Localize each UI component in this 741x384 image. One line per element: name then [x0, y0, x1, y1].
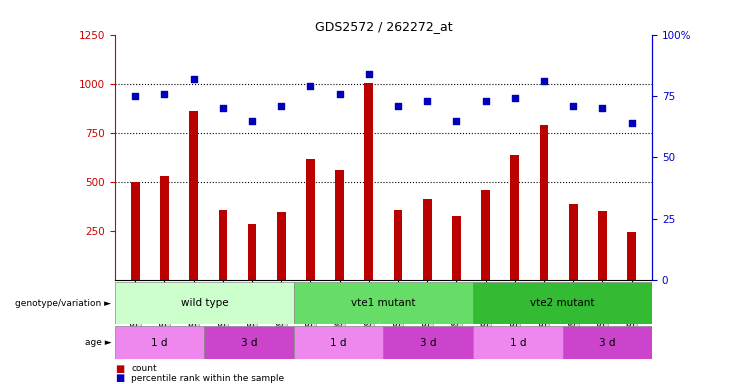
Text: 3 d: 3 d [241, 338, 257, 348]
Bar [511, 156, 519, 280]
Bar [219, 210, 227, 280]
Bar [473, 326, 562, 359]
Text: 1 d: 1 d [151, 338, 168, 348]
Bar [160, 176, 169, 280]
Text: 1 d: 1 d [330, 338, 347, 348]
Bar [393, 210, 402, 280]
Text: 3 d: 3 d [420, 338, 436, 348]
Text: percentile rank within the sample: percentile rank within the sample [131, 374, 285, 383]
Text: wild type: wild type [181, 298, 228, 308]
Point [130, 93, 142, 99]
Bar [294, 326, 384, 359]
Bar [539, 125, 548, 280]
Point [187, 76, 199, 82]
Bar [384, 326, 473, 359]
Title: GDS2572 / 262272_at: GDS2572 / 262272_at [315, 20, 452, 33]
Point [217, 105, 229, 111]
Text: ■: ■ [115, 373, 124, 383]
Point [276, 103, 288, 109]
Bar [569, 204, 578, 280]
Text: count: count [131, 364, 157, 373]
Bar [115, 326, 205, 359]
Bar [205, 326, 294, 359]
Bar [628, 232, 636, 280]
Point [333, 91, 345, 97]
Text: vte2 mutant: vte2 mutant [531, 298, 595, 308]
Point [392, 103, 404, 109]
Point [451, 118, 462, 124]
Bar [306, 159, 315, 280]
Point [479, 98, 491, 104]
Bar [423, 199, 432, 280]
Point [625, 120, 637, 126]
Bar [562, 326, 652, 359]
Bar [131, 182, 139, 280]
Point [538, 78, 550, 84]
Point [159, 91, 170, 97]
Bar [115, 282, 294, 324]
Bar [189, 111, 198, 280]
Bar [277, 212, 286, 280]
Text: genotype/variation ►: genotype/variation ► [15, 299, 111, 308]
Text: 1 d: 1 d [510, 338, 526, 348]
Point [568, 103, 579, 109]
Text: 3 d: 3 d [599, 338, 616, 348]
Point [509, 95, 521, 101]
Bar [452, 217, 461, 280]
Bar [481, 190, 490, 280]
Point [363, 71, 375, 77]
Point [305, 83, 316, 89]
Bar [365, 83, 373, 280]
Text: vte1 mutant: vte1 mutant [351, 298, 416, 308]
Bar [473, 282, 652, 324]
Text: age ►: age ► [84, 338, 111, 347]
Point [246, 118, 258, 124]
Bar [598, 210, 607, 280]
Point [597, 105, 608, 111]
Text: ■: ■ [115, 364, 124, 374]
Bar [247, 224, 256, 280]
Point [422, 98, 433, 104]
Bar [335, 170, 344, 280]
Bar [294, 282, 473, 324]
